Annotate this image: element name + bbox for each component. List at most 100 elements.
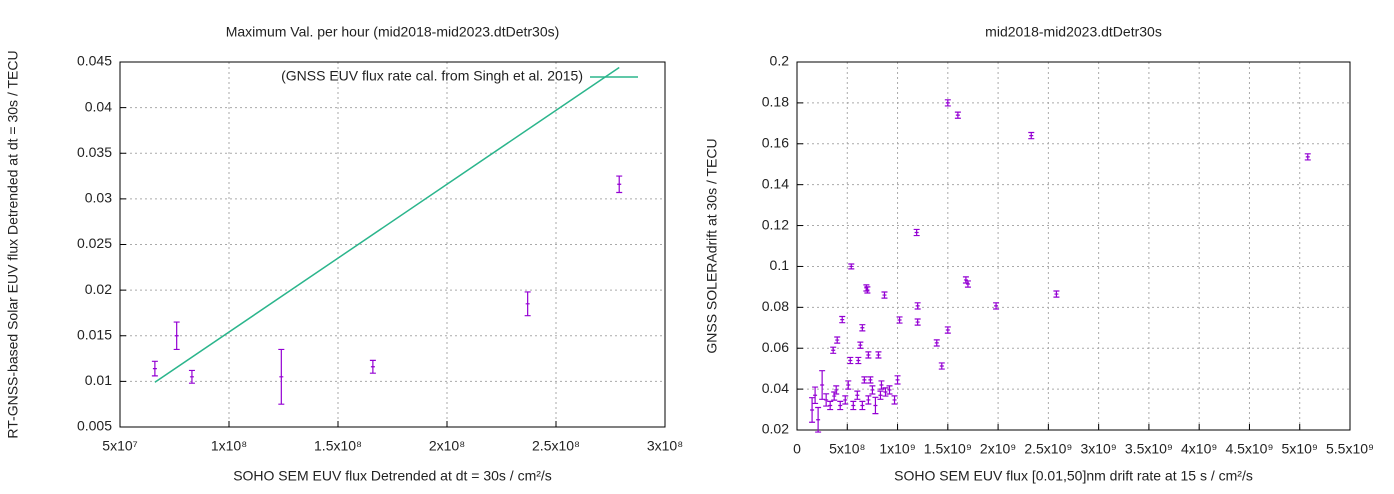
- error-point: [891, 395, 898, 405]
- y-axis-label: RT-GNSS-based Solar EUV flux Detrended a…: [5, 50, 21, 438]
- error-point: [833, 385, 840, 395]
- error-point: [896, 316, 903, 324]
- error-point: [962, 276, 969, 284]
- legend-label: (GNSS EUV flux rate cal. from Singh et a…: [281, 68, 583, 84]
- x-tick-label: 3.5x10⁹: [1125, 441, 1173, 457]
- error-point: [847, 356, 854, 365]
- y-tick-label: 0.045: [77, 53, 112, 69]
- error-point: [954, 111, 961, 119]
- y-tick-label: 0.14: [762, 175, 789, 191]
- error-point: [278, 348, 285, 405]
- error-point: [875, 351, 882, 359]
- x-axis-label: SOHO SEM EUV flux Detrended at dt = 30s …: [233, 468, 552, 484]
- y-axis-label: GNSS SOLERAdrift at 30s / TECU: [704, 138, 720, 353]
- error-point: [812, 386, 819, 405]
- error-point: [837, 400, 844, 411]
- error-point: [865, 395, 872, 405]
- x-tick-label: 2x10⁸: [429, 438, 465, 454]
- error-point: [842, 395, 849, 405]
- error-point: [850, 400, 857, 411]
- error-point: [914, 302, 921, 310]
- x-tick-label: 0: [793, 441, 801, 457]
- x-tick-label: 5x10⁸: [829, 441, 865, 457]
- x-tick-label: 3x10⁸: [647, 438, 683, 454]
- error-point: [913, 228, 920, 237]
- error-point: [188, 369, 195, 384]
- error-point: [914, 318, 921, 326]
- error-point: [1304, 153, 1311, 161]
- y-tick-label: 0.02: [762, 421, 789, 437]
- error-point: [834, 336, 841, 344]
- y-tick-label: 0.015: [77, 326, 112, 342]
- y-tick-label: 0.025: [77, 235, 112, 251]
- y-tick-label: 0.06: [762, 339, 789, 355]
- error-point: [993, 302, 1000, 310]
- x-tick-label: 1x10⁸: [211, 438, 247, 454]
- error-point: [173, 321, 180, 351]
- error-point: [872, 396, 879, 415]
- x-tick-label: 5x10⁷: [102, 438, 137, 454]
- y-tick-label: 0.01: [85, 372, 112, 388]
- error-point: [616, 175, 623, 194]
- y-tick-label: 0.2: [770, 53, 790, 69]
- error-point: [864, 286, 871, 294]
- error-point: [881, 291, 888, 299]
- error-point: [878, 380, 885, 390]
- error-point: [944, 326, 951, 334]
- plot-border: [119, 61, 666, 428]
- x-axis-label: SOHO SEM EUV flux [0.01,50]nm drift rate…: [894, 468, 1253, 484]
- error-point: [859, 324, 866, 332]
- y-tick-label: 0.04: [762, 380, 789, 396]
- y-tick-label: 0.04: [85, 98, 112, 114]
- y-tick-label: 0.02: [85, 281, 112, 297]
- y-tick-label: 0.18: [762, 94, 789, 110]
- error-point: [933, 339, 940, 347]
- y-tick-label: 0.08: [762, 298, 789, 314]
- error-point: [819, 370, 826, 400]
- x-tick-label: 4.5x10⁹: [1225, 441, 1273, 457]
- error-point: [869, 385, 876, 395]
- plot-border: [796, 61, 1351, 431]
- error-point: [815, 406, 822, 433]
- x-tick-label: 3x10⁹: [1080, 441, 1116, 457]
- error-point: [861, 376, 868, 384]
- error-point: [1053, 290, 1060, 298]
- fit-line: [154, 66, 620, 383]
- x-tick-label: 1.5x10⁸: [314, 438, 362, 454]
- x-tick-label: 2.5x10⁹: [1024, 441, 1072, 457]
- y-tick-label: 0.16: [762, 134, 789, 150]
- y-tick-label: 0.03: [85, 190, 112, 206]
- error-point: [1028, 131, 1035, 140]
- error-point: [831, 391, 838, 401]
- error-point: [944, 99, 951, 107]
- x-tick-label: 5.5x10⁹: [1326, 441, 1374, 457]
- y-tick-label: 0.1: [770, 257, 790, 273]
- error-point: [830, 346, 837, 354]
- y-tick-label: 0.035: [77, 144, 112, 160]
- chart-title: mid2018-mid2023.dtDetr30s: [985, 24, 1162, 40]
- error-point: [865, 351, 872, 359]
- error-point: [809, 397, 816, 423]
- error-point: [827, 400, 834, 411]
- error-point: [823, 393, 830, 407]
- x-tick-label: 1x10⁹: [879, 441, 915, 457]
- error-point: [882, 387, 889, 397]
- error-point: [151, 360, 158, 377]
- error-point: [863, 284, 870, 292]
- error-point: [848, 263, 855, 270]
- error-point: [845, 380, 852, 390]
- error-point: [964, 280, 971, 288]
- error-point: [877, 390, 884, 400]
- error-point: [894, 375, 901, 385]
- error-point: [938, 362, 945, 370]
- error-point: [886, 385, 893, 395]
- x-tick-label: 4x10⁹: [1181, 441, 1217, 457]
- error-point: [839, 315, 846, 324]
- x-tick-label: 5x10⁹: [1282, 441, 1318, 457]
- error-point: [524, 291, 531, 317]
- error-point: [369, 359, 376, 374]
- error-point: [854, 390, 861, 400]
- y-tick-label: 0.005: [77, 418, 112, 434]
- x-tick-label: 2x10⁹: [980, 441, 1016, 457]
